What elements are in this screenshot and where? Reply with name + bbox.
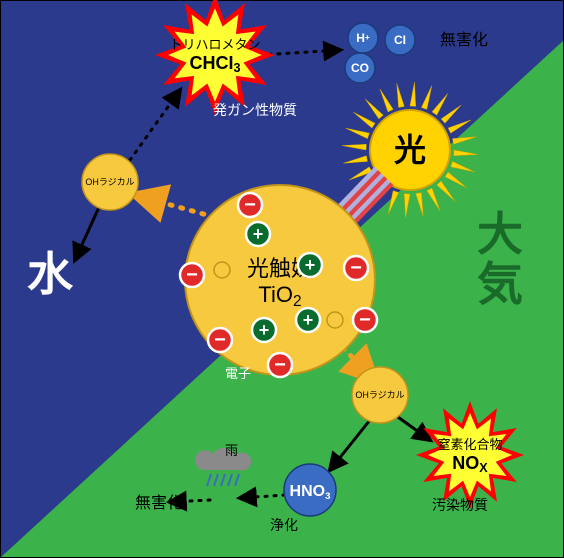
- starburst-line2: CHCI3: [189, 53, 240, 75]
- svg-text:−: −: [244, 194, 256, 216]
- molecule-hplus: H+: [348, 23, 378, 53]
- label-harmless1: 無害化: [440, 31, 488, 49]
- charge-plus: +: [246, 222, 270, 246]
- svg-text:−: −: [274, 354, 286, 376]
- svg-text:+: +: [305, 255, 316, 275]
- oh-radical: OHラジカル: [352, 367, 408, 423]
- oh-label: OHラジカル: [85, 177, 134, 187]
- oh-radical: OHラジカル: [82, 154, 138, 210]
- svg-text:−: −: [359, 309, 371, 331]
- label-water: 水: [27, 248, 74, 300]
- charge-plus: +: [298, 253, 322, 277]
- starburst-line1: 窒素化合物: [437, 437, 502, 452]
- label-rain: 雨: [225, 443, 238, 458]
- svg-text:+: +: [303, 310, 314, 330]
- charge-minus: −: [238, 193, 262, 217]
- charge-minus: −: [344, 256, 368, 280]
- electron-label: 電子: [225, 366, 251, 381]
- charge-minus: −: [268, 353, 292, 377]
- charge-plus: +: [252, 318, 276, 342]
- svg-text:−: −: [186, 264, 198, 286]
- svg-text:−: −: [350, 257, 362, 279]
- charge-minus: −: [353, 308, 377, 332]
- svg-text:+: +: [259, 320, 270, 340]
- oh-label: OHラジカル: [355, 390, 404, 400]
- starburst-caption: 発ガン性物質: [213, 102, 297, 118]
- starburst-line1: トリハロメタン: [169, 37, 260, 52]
- svg-text:−: −: [214, 329, 226, 351]
- molecule-co: CO: [345, 53, 375, 83]
- svg-text:+: +: [253, 224, 264, 244]
- molecule-hno3: HNO3: [284, 464, 336, 516]
- molecule-label: HNO3: [290, 483, 331, 502]
- label-purify: 浄化: [270, 517, 298, 533]
- diagram-svg: 光光触媒TiO2++++−−−−−−OHラジカルOHラジカルトリハロメタンCHC…: [0, 0, 564, 558]
- charge-minus: −: [180, 263, 204, 287]
- charge-plus: +: [296, 308, 320, 332]
- molecule-label: CI: [394, 33, 406, 47]
- diagram-root: 光光触媒TiO2++++−−−−−−OHラジカルOHラジカルトリハロメタンCHC…: [0, 0, 564, 558]
- sun-label: 光: [394, 132, 426, 168]
- molecule-cl: CI: [385, 25, 415, 55]
- label-air: 気: [477, 258, 523, 310]
- molecule-label: CO: [351, 61, 369, 75]
- label-harmless2: 無害化: [135, 494, 183, 512]
- starburst-caption: 汚染物質: [432, 497, 488, 513]
- label-air: 大: [477, 208, 523, 260]
- charge-minus: −: [208, 328, 232, 352]
